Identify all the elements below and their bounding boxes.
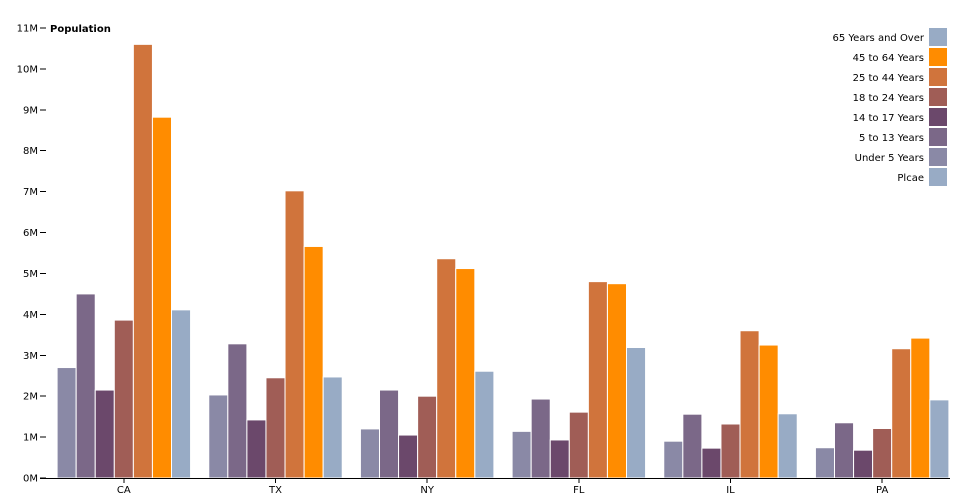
legend-swatch	[929, 48, 947, 66]
legend-label: 45 to 64 Years	[853, 53, 924, 64]
legend-swatch	[929, 168, 947, 186]
bar-pa-1	[834, 422, 855, 479]
bar-fl-5	[606, 283, 628, 479]
y-tick-label: 10M	[17, 64, 38, 75]
bar-ny-3	[417, 395, 438, 479]
bar-fl-6	[626, 347, 647, 479]
bar-pa-3	[872, 428, 893, 479]
x-axis: CA TX NY FL IL PA	[40, 478, 950, 496]
bar-ny-2	[398, 434, 419, 479]
y-tick-label: 4M	[23, 310, 38, 321]
y-tick-label: 0M	[23, 474, 38, 485]
bar-ca-4	[132, 43, 153, 479]
bar-tx-5	[303, 245, 324, 479]
bar-ca-5	[151, 116, 172, 479]
bar-ca-0	[56, 367, 77, 479]
y-axis: 0M 1M 2M 3M 4M 5M 6M 7M 8M 9M 10M 11M	[17, 24, 46, 485]
bar-il-1	[682, 413, 703, 479]
bar-il-0	[663, 440, 684, 479]
y-tick-label: 7M	[23, 187, 38, 198]
bar-ca-3	[113, 319, 134, 479]
bar-fl-4	[587, 281, 608, 479]
y-tick-label: 2M	[23, 392, 38, 403]
legend: 65 Years and Over 45 to 64 Years 25 to 44 …	[832, 28, 947, 186]
legend-swatch	[929, 108, 947, 126]
bar-ca-1	[75, 293, 96, 479]
bar-fl-0	[511, 430, 532, 479]
bar-fl-2	[549, 439, 570, 479]
legend-swatch	[929, 68, 947, 86]
legend-swatch	[929, 28, 947, 46]
bar-pa-0	[814, 447, 836, 479]
bar-ny-5	[455, 268, 476, 479]
x-tick-label: FL	[573, 485, 585, 496]
y-tick-label: 5M	[23, 269, 38, 280]
x-tick-label: PA	[876, 485, 888, 496]
legend-swatch	[929, 128, 947, 146]
bar-ny-1	[379, 389, 400, 479]
legend-label: 25 to 44 Years	[853, 73, 924, 84]
bar-ny-4	[436, 258, 457, 479]
bar-tx-0	[208, 394, 229, 479]
bar-ca-2	[94, 389, 115, 479]
y-tick-label: 1M	[23, 433, 38, 444]
y-tick-label: 3M	[23, 351, 38, 362]
bar-fl-3	[568, 411, 589, 479]
bar-pa-2	[853, 449, 874, 479]
bar-il-6	[777, 413, 798, 479]
legend-swatch	[929, 148, 947, 166]
y-tick-label: 11M	[17, 24, 38, 35]
bar-ca-6	[171, 309, 192, 479]
bar-il-5	[758, 344, 779, 479]
bar-tx-3	[265, 377, 286, 479]
y-tick-label: 9M	[23, 105, 38, 116]
bar-ny-6	[474, 370, 495, 479]
x-tick-label: IL	[726, 485, 735, 496]
bar-il-3	[720, 423, 741, 479]
bar-tx-6	[322, 376, 343, 479]
y-axis-title: Population	[50, 24, 111, 35]
bar-il-4	[739, 330, 760, 479]
bar-fl-1	[530, 398, 551, 479]
bar-ny-0	[359, 428, 380, 479]
legend-label: 65 Years and Over	[832, 33, 924, 44]
legend-label: Plcae	[897, 173, 924, 184]
x-tick-label: NY	[420, 485, 434, 496]
bar-pa-5	[910, 337, 931, 479]
bar-pa-4	[891, 348, 912, 479]
legend-swatch	[929, 88, 947, 106]
x-tick-label: TX	[268, 485, 282, 496]
legend-label: 5 to 13 Years	[859, 133, 924, 144]
bar-tx-4	[284, 190, 305, 479]
bar-tx-1	[227, 343, 248, 479]
bar-tx-2	[246, 419, 267, 479]
legend-label: Under 5 Years	[855, 153, 924, 164]
legend-label: 14 to 17 Years	[853, 113, 924, 124]
legend-label: 18 to 24 Years	[853, 93, 924, 104]
x-tick-label: CA	[117, 485, 131, 496]
bar-il-2	[701, 447, 722, 479]
bars	[56, 43, 950, 479]
y-tick-label: 8M	[23, 146, 38, 157]
bar-pa-6	[929, 399, 950, 479]
y-tick-label: 6M	[23, 228, 38, 239]
